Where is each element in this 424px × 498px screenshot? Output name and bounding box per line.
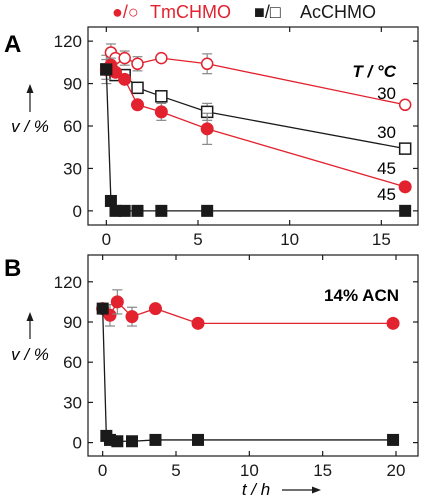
panel-b-series-1-point [387, 433, 400, 446]
panel-a-series-2-point [118, 72, 132, 86]
panel-b-x-arrow [282, 486, 321, 494]
panel-b-xtick-label: 5 [171, 461, 180, 480]
panel-b-series-1-point [126, 435, 138, 448]
panel-b-series-0-point [125, 310, 139, 324]
panel-a: A v / % 0 30 60 90 120 0 5 10 15 T / °C 30 30 45… [4, 26, 419, 249]
panel-b-series-1-point [96, 302, 109, 315]
panel-b-xtick-label: 20 [387, 461, 406, 480]
panel-a-series-1-point [131, 81, 144, 95]
panel-a-series-2-point [131, 98, 144, 112]
panel-b-series-1 [96, 302, 400, 448]
panel-a-xtick-label: 10 [280, 230, 299, 249]
panel-b-series-1-point [149, 433, 162, 446]
panel-a-series-3-point [109, 204, 122, 217]
panel-a-temp-label-tm30: 30 [377, 84, 396, 103]
panel-b-ytick-label: 120 [54, 273, 82, 292]
panel-b-ytick-label: 60 [63, 353, 82, 372]
panel-a-temp-label-ac45: 45 [377, 185, 396, 204]
panel-a-series-1-point [398, 142, 412, 155]
panel-a-series-3-point [399, 204, 412, 217]
panel-a-series-0-point [118, 51, 131, 65]
panel-b-ytick-label: 30 [63, 393, 82, 412]
panel-a-annotation: T / °C [352, 62, 396, 81]
panel-b-xtick-label: 0 [98, 461, 107, 480]
panel-a-temp-label-ac30: 30 [377, 123, 396, 142]
panel-a-temp-label-tm45: 45 [377, 159, 396, 178]
panel-a-label: A [4, 31, 21, 58]
panel-b-series-1-line [102, 308, 394, 442]
panel-a-series-3-point [131, 204, 144, 217]
panel-a-series-3-point [201, 204, 214, 217]
panel-a-series-3 [100, 63, 412, 217]
panel-a-series-0-point [155, 51, 168, 65]
panel-b-label: B [4, 255, 21, 282]
panel-b-series-0-point [110, 295, 124, 309]
panel-b-ylabel: v / % [11, 345, 49, 364]
panel-a-ytick-label: 90 [63, 75, 82, 94]
panel-a-series-3-point [100, 63, 113, 76]
panel-a-series-1-point [155, 90, 168, 103]
legend-black-label: AcCHMO [300, 2, 376, 22]
panel-a-series-0 [100, 43, 412, 112]
panel-a-series-0-point [200, 57, 214, 71]
panel-a-series-3-point [118, 204, 131, 217]
panel-b-annotation: 14% ACN [324, 286, 399, 305]
panel-a-ytick-label: 60 [63, 117, 82, 136]
panel-a-series-3-point [155, 204, 168, 217]
panel-b-xtick-label: 15 [313, 461, 332, 480]
panel-a-series-0-point [131, 57, 144, 71]
panel-b-series-0-point [386, 316, 400, 330]
panel-a-y-arrow [26, 84, 34, 112]
panel-a-xtick-label: 15 [372, 230, 391, 249]
panel-a-series-2-line [105, 64, 406, 188]
panel-a-xtick-label: 0 [102, 230, 111, 249]
legend-red-symbols: ●/○ [112, 2, 139, 22]
panel-a-series-2-point [398, 180, 412, 194]
panel-a-ylabel: v / % [11, 117, 49, 136]
panel-b-xlabel: t / h [242, 480, 270, 498]
panel-a-xtick-label: 5 [193, 230, 202, 249]
panel-b-series-0-point [191, 316, 205, 330]
panel-b-xtick-label: 10 [240, 461, 259, 480]
legend: ●/○ TmCHMO ■/□ AcCHMO [112, 2, 376, 22]
panel-a-series-0-point [398, 98, 412, 112]
panel-b-y-arrow [26, 312, 34, 339]
panel-a-ytick-label: 120 [54, 32, 82, 51]
panel-b-ytick-label: 0 [73, 434, 82, 453]
panel-b: B v / % 0 30 60 90 120 0 5 10 15 20 14% ACN t / h [4, 254, 419, 498]
panel-b-series-0 [96, 289, 400, 330]
legend-red-label: TmCHMO [150, 2, 231, 22]
panel-a-series-3-point [104, 194, 117, 207]
legend-black-symbols: ■/□ [254, 2, 281, 22]
panel-a-ytick-label: 30 [63, 159, 82, 178]
panel-b-series-0-point [148, 302, 162, 316]
panel-b-ytick-label: 90 [63, 313, 82, 332]
panel-a-series-2-point [200, 122, 214, 136]
panel-b-series-0-line [102, 300, 394, 324]
panel-b-series-1-point [111, 435, 124, 448]
panel-b-series-1-point [192, 433, 204, 446]
panel-a-series-2-point [154, 105, 168, 119]
panel-b-frame [87, 254, 419, 457]
panel-a-ytick-label: 0 [73, 202, 82, 221]
